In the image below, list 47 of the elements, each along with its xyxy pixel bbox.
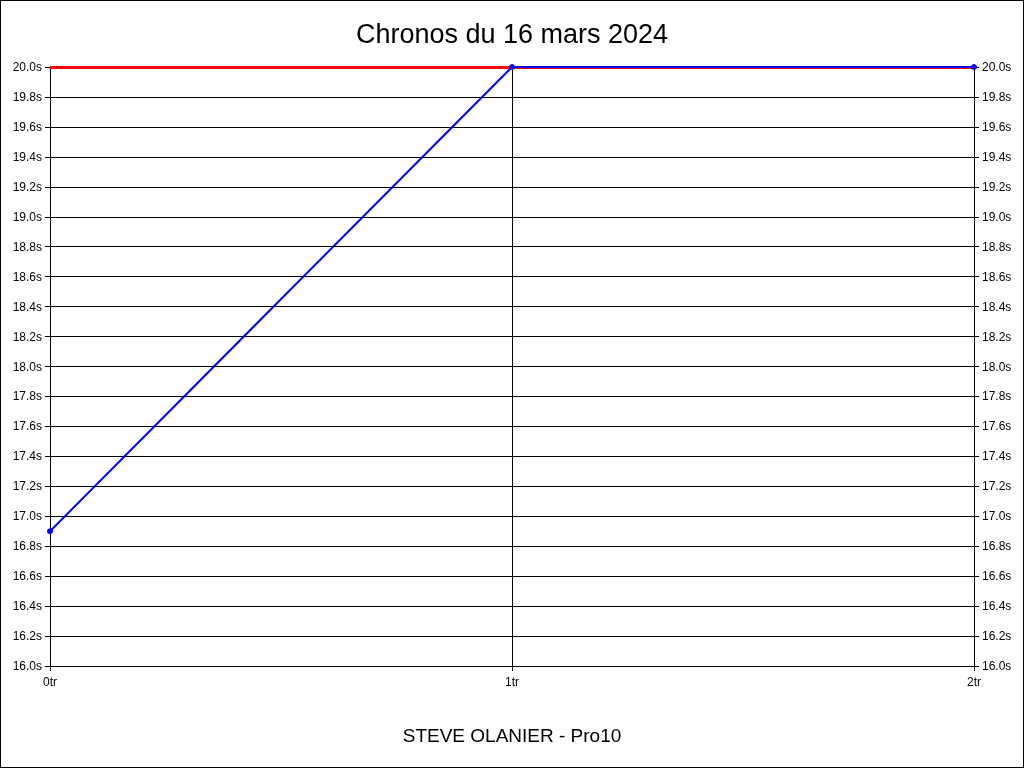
y2-tick-label: 16.4s [982,599,1012,614]
text: STEVE OLANIER - Pro10 [402,725,622,746]
x-tick-label: 2tr [966,675,982,689]
y-tick-label: 18.8s [12,239,42,254]
y2-tick-label: 17.0s [982,509,1012,524]
y-tick-label: 17.4s [12,449,42,464]
y2-tick-label: 16.6s [982,569,1012,584]
y2-tick-label: 19.4s [982,149,1012,164]
x-tick-label: 1tr [504,675,520,689]
y-tick-label: 16.8s [12,539,42,554]
y-tick-label: 18.2s [12,329,42,344]
y-tick-label: 20.0s [12,60,42,74]
chart-title: Chronos du 16 mars 2024 [355,18,669,49]
y2-tick-label: 16.8s [982,539,1012,554]
y2-tick-label: 17.4s [982,449,1012,464]
y-tick-label: 19.8s [12,89,42,104]
y-tick-label: 19.2s [12,179,42,194]
y-tick-label: 16.4s [12,599,42,614]
y-tick-label: 19.0s [12,209,42,224]
y2-tick-label: 16.2s [982,629,1012,644]
y2-tick-label: 18.8s [982,239,1012,254]
y2-tick-label: 19.0s [982,209,1012,224]
y-tick-label: 17.0s [12,509,42,524]
y-tick-label: 17.2s [12,479,42,494]
y2-tick-label: 19.6s [982,119,1012,134]
y-tick-label: 16.6s [12,569,42,584]
y2-tick-label: 17.2s [982,479,1012,494]
y2-tick-label: 19.2s [982,179,1012,194]
y-tick-label: 18.0s [12,359,42,374]
y-tick-label: 18.6s [12,269,42,284]
y-tick-label: 17.8s [12,389,42,404]
y2-tick-label: 18.4s [982,299,1012,314]
y2-tick-label: 18.2s [982,329,1012,344]
y2-tick-label: 16.0s [982,659,1012,673]
y-tick-label: 17.6s [12,419,42,434]
y2-tick-label: 18.0s [982,359,1012,374]
y-tick-label: 16.2s [12,629,42,644]
y-tick-label: 19.4s [12,149,42,164]
x-tick-label: 0tr [42,675,58,689]
y2-tick-label: 17.8s [982,389,1012,404]
y2-tick-label: 19.8s [982,89,1012,104]
y2-tick-label: 20.0s [982,60,1012,74]
y2-tick-label: 17.6s [982,419,1012,434]
y-tick-label: 16.0s [12,659,42,673]
y-tick-label: 18.4s [12,299,42,314]
y2-tick-label: 18.6s [982,269,1012,284]
y-tick-label: 19.6s [12,119,42,134]
